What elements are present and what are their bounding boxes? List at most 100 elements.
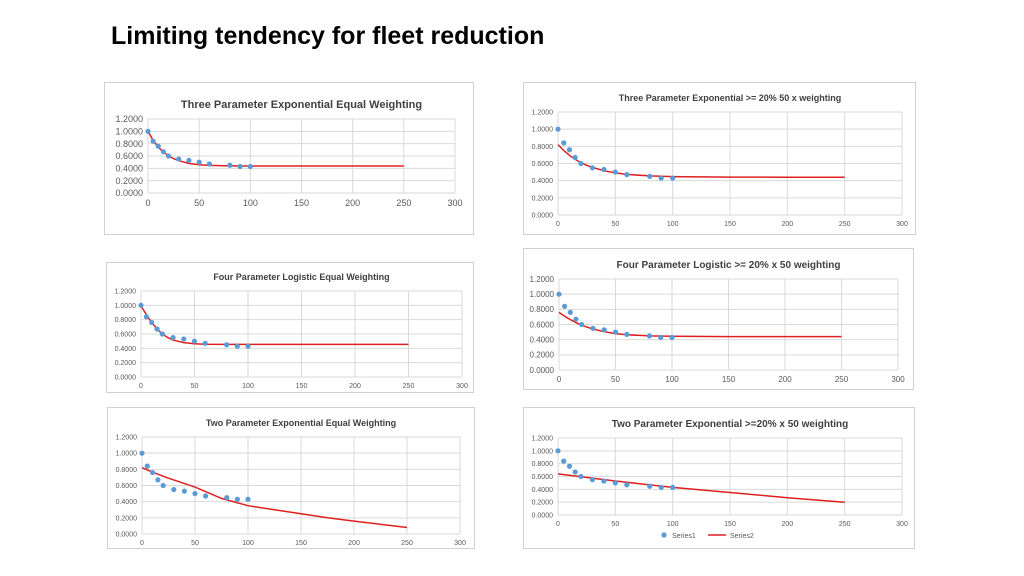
x-tick-label: 250 bbox=[835, 375, 849, 384]
x-tick-label: 0 bbox=[556, 521, 560, 528]
chart-svg: Three Parameter Exponential Equal Weight… bbox=[115, 99, 462, 208]
legend-marker-series1 bbox=[661, 532, 667, 538]
data-point bbox=[562, 303, 568, 309]
y-tick-label: 1.2000 bbox=[116, 434, 138, 441]
data-point bbox=[589, 477, 595, 483]
data-point bbox=[165, 153, 172, 159]
y-tick-label: 0.6000 bbox=[530, 320, 555, 329]
y-tick-label: 0.4000 bbox=[115, 163, 143, 173]
data-point bbox=[155, 143, 161, 149]
x-tick-label: 150 bbox=[294, 198, 309, 208]
data-point bbox=[159, 331, 165, 337]
data-point bbox=[658, 484, 664, 491]
data-point bbox=[612, 329, 619, 335]
chart-title: Three Parameter Exponential Equal Weight… bbox=[181, 99, 422, 111]
chart-two-param-exp-weighted: Two Parameter Exponential >=20% x 50 wei… bbox=[523, 407, 915, 549]
data-point bbox=[624, 172, 630, 178]
data-point bbox=[567, 309, 573, 315]
y-tick-label: 1.0000 bbox=[115, 126, 143, 136]
x-tick-label: 150 bbox=[724, 221, 736, 228]
data-point bbox=[144, 463, 150, 469]
data-point bbox=[647, 483, 653, 489]
y-tick-label: 0.6000 bbox=[116, 483, 138, 490]
data-point bbox=[237, 163, 243, 170]
data-point bbox=[601, 166, 607, 173]
data-point bbox=[561, 458, 567, 464]
y-tick-label: 0.0000 bbox=[532, 512, 554, 519]
x-tick-label: 300 bbox=[454, 540, 466, 547]
y-tick-label: 0.4000 bbox=[532, 487, 554, 494]
data-point bbox=[579, 321, 585, 328]
data-point bbox=[578, 473, 584, 480]
data-point bbox=[647, 173, 653, 179]
y-tick-label: 0.2000 bbox=[115, 176, 143, 186]
y-tick-label: 1.0000 bbox=[116, 451, 138, 458]
data-point bbox=[181, 336, 187, 342]
chart-svg: Two Parameter Exponential Equal Weightin… bbox=[116, 418, 466, 547]
data-point bbox=[670, 484, 676, 491]
data-point bbox=[234, 496, 240, 502]
fitted-curve-line bbox=[147, 130, 404, 167]
x-tick-label: 300 bbox=[896, 521, 908, 528]
x-tick-label: 200 bbox=[345, 198, 360, 208]
data-point bbox=[624, 331, 630, 337]
fitted-curve-line bbox=[140, 305, 409, 346]
data-point bbox=[154, 326, 160, 332]
chart-title: Four Parameter Logistic Equal Weighting bbox=[213, 272, 389, 282]
data-point bbox=[160, 149, 166, 155]
data-point bbox=[176, 156, 182, 162]
y-tick-label: 1.2000 bbox=[532, 435, 554, 442]
data-point bbox=[138, 302, 144, 308]
data-point bbox=[191, 338, 198, 344]
chart-title: Three Parameter Exponential >= 20% 50 x … bbox=[619, 93, 842, 103]
y-tick-label: 0.4000 bbox=[116, 499, 138, 506]
data-point bbox=[150, 138, 156, 144]
data-point bbox=[646, 333, 652, 339]
data-point bbox=[612, 169, 618, 175]
y-tick-label: 0.8000 bbox=[115, 317, 137, 324]
x-tick-label: 300 bbox=[896, 221, 908, 228]
data-point bbox=[186, 157, 192, 163]
data-point bbox=[227, 162, 233, 168]
data-point bbox=[150, 469, 156, 476]
y-tick-label: 0.2000 bbox=[532, 195, 554, 202]
x-tick-label: 300 bbox=[891, 375, 905, 384]
y-tick-label: 0.8000 bbox=[530, 305, 555, 314]
chart-svg: Two Parameter Exponential >=20% x 50 wei… bbox=[532, 419, 908, 540]
data-point bbox=[145, 128, 151, 134]
chart-svg: Four Parameter Logistic >= 20% x 50 weig… bbox=[530, 260, 906, 384]
x-tick-label: 0 bbox=[556, 221, 560, 228]
y-tick-label: 0.0000 bbox=[115, 374, 137, 381]
data-point bbox=[590, 325, 596, 331]
x-tick-label: 50 bbox=[611, 221, 619, 228]
data-point bbox=[245, 343, 251, 349]
data-point bbox=[139, 450, 145, 456]
data-point bbox=[224, 495, 230, 501]
x-tick-label: 200 bbox=[778, 375, 792, 384]
y-tick-label: 1.2000 bbox=[532, 109, 554, 116]
data-point bbox=[658, 334, 664, 340]
data-point bbox=[206, 161, 212, 167]
x-tick-label: 300 bbox=[456, 383, 468, 390]
chart-svg: Four Parameter Logistic Equal Weighting 0… bbox=[115, 272, 468, 390]
slide-title: Limiting tendency for fleet reduction bbox=[111, 22, 545, 50]
x-tick-label: 50 bbox=[611, 521, 619, 528]
data-point bbox=[670, 175, 676, 181]
x-tick-label: 250 bbox=[401, 540, 413, 547]
x-tick-label: 100 bbox=[667, 221, 679, 228]
data-point bbox=[669, 334, 675, 340]
data-point bbox=[245, 496, 251, 502]
x-tick-label: 50 bbox=[611, 375, 620, 384]
data-point bbox=[196, 159, 202, 165]
data-point bbox=[224, 342, 230, 348]
data-point bbox=[561, 140, 567, 146]
chart-svg: Three Parameter Exponential >= 20% 50 x … bbox=[532, 93, 908, 228]
data-point bbox=[601, 478, 607, 484]
data-point bbox=[181, 488, 187, 494]
chart-three-param-exp-weighted: Three Parameter Exponential >= 20% 50 x … bbox=[523, 82, 916, 235]
x-tick-label: 150 bbox=[295, 540, 307, 547]
data-point bbox=[202, 340, 208, 346]
data-point bbox=[555, 126, 561, 132]
chart-four-param-logistic-equal: Four Parameter Logistic Equal Weighting 0… bbox=[106, 262, 474, 393]
x-tick-label: 250 bbox=[396, 198, 411, 208]
